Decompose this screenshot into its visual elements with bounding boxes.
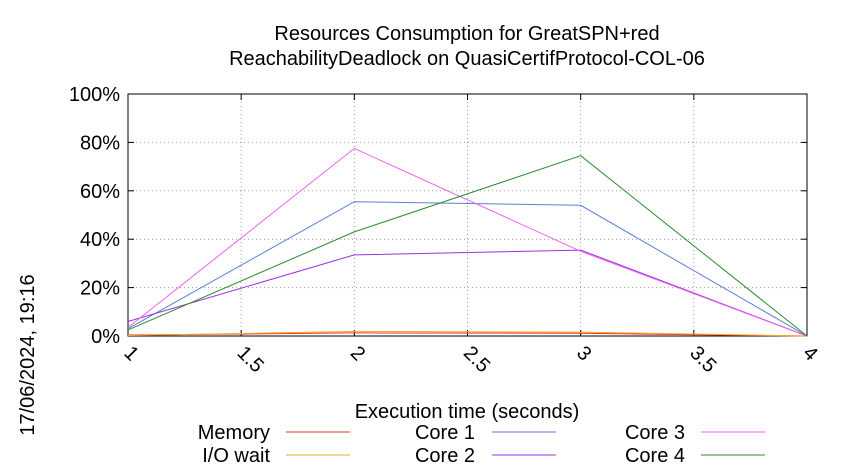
x-tick-label: 1.5: [233, 342, 268, 377]
series-line-core-2: [127, 249, 808, 337]
y-tick-label: 0%: [91, 326, 120, 348]
y-tick-label: 20%: [80, 278, 120, 300]
x-tick-label: 4: [798, 342, 821, 365]
legend-label-core-3: Core 3: [625, 422, 685, 444]
legend-label-core-1: Core 1: [415, 422, 475, 444]
x-tick-label: 2: [346, 342, 369, 365]
series-line-i-o-wait: [127, 330, 808, 337]
series-line-core-1: [127, 201, 808, 337]
x-axis-label: Execution time (seconds): [355, 401, 580, 423]
x-tick-label: 2.5: [459, 342, 494, 377]
x-tick-label: 1: [119, 342, 142, 365]
y-tick-label: 100%: [69, 84, 120, 106]
legend-label-core-2: Core 2: [415, 445, 475, 467]
x-tick-label: 3: [572, 342, 595, 365]
x-tick-label: 3.5: [685, 342, 720, 377]
y-tick-label: 60%: [80, 181, 120, 203]
timestamp: 17/06/2024, 19:16: [17, 274, 39, 435]
y-tick-label: 80%: [80, 132, 120, 154]
series-lines: [127, 147, 808, 337]
chart-title-line-1: Resources Consumption for GreatSPN+red: [274, 23, 659, 45]
series-line-core-4: [127, 155, 808, 337]
legend-label-core-4: Core 4: [625, 445, 685, 467]
legend-label-i-o-wait: I/O wait: [202, 445, 270, 467]
chart-title-line-2: ReachabilityDeadlock on QuasiCertifProto…: [229, 48, 705, 70]
y-tick-label: 40%: [80, 229, 120, 251]
y-axis: 0% 20% 40% 60% 80% 100%: [69, 84, 807, 348]
grid-lines: [128, 94, 807, 336]
series-line-core-3: [127, 147, 808, 337]
legend-label-memory: Memory: [198, 422, 270, 444]
